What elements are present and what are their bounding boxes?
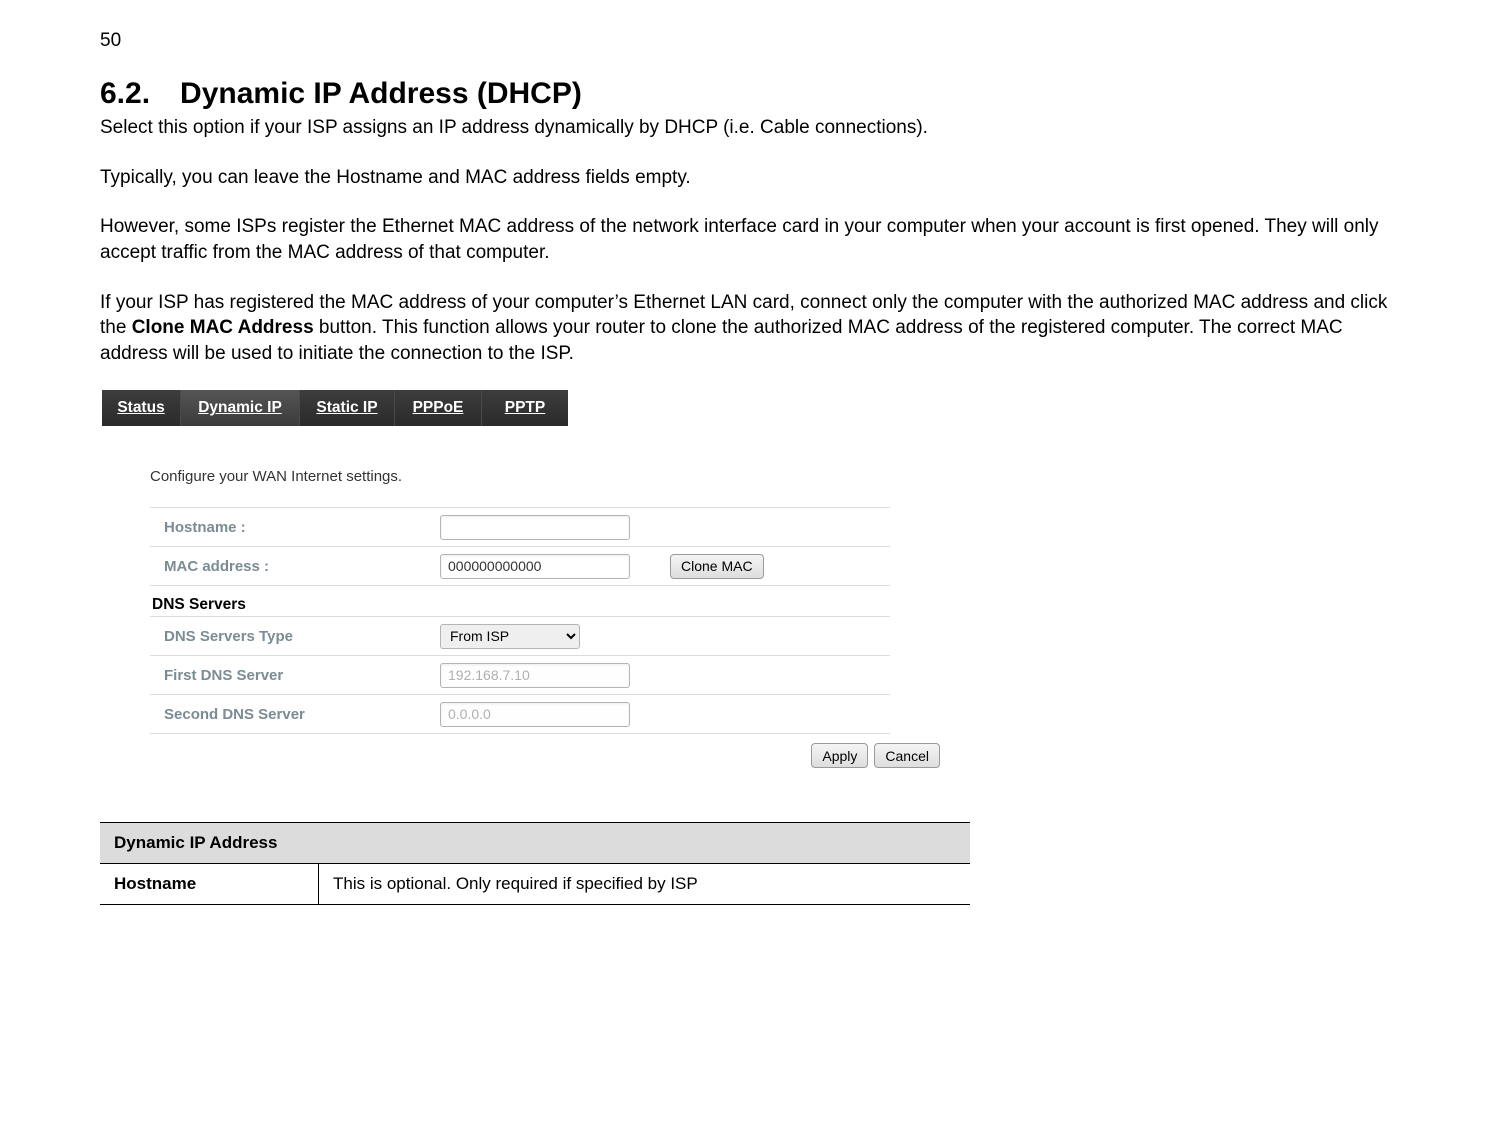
clone-mac-button[interactable]: Clone MAC: [670, 554, 764, 579]
table-header-row: Dynamic IP Address: [100, 823, 970, 864]
tab-static-ip[interactable]: Static IP: [300, 390, 395, 426]
tab-dynamic-ip[interactable]: Dynamic IP: [181, 390, 300, 426]
para-3: However, some ISPs register the Ethernet…: [100, 214, 1407, 265]
hostname-label: Hostname :: [150, 519, 440, 536]
wan-settings-panel: Configure your WAN Internet settings. Ho…: [150, 468, 890, 768]
row-dns1: First DNS Server: [150, 655, 890, 695]
mac-input[interactable]: [440, 554, 630, 579]
apply-button[interactable]: Apply: [811, 743, 868, 768]
table-row-text: This is optional. Only required if speci…: [319, 864, 971, 905]
row-dns2: Second DNS Server: [150, 694, 890, 734]
cancel-button[interactable]: Cancel: [874, 743, 940, 768]
dns-type-label: DNS Servers Type: [150, 628, 440, 645]
dns-section-label: DNS Servers: [150, 596, 440, 614]
doc-table: Dynamic IP Address Hostname This is opti…: [100, 822, 970, 905]
para-2: Typically, you can leave the Hostname an…: [100, 165, 1407, 191]
row-hostname: Hostname :: [150, 507, 890, 547]
row-mac: MAC address : Clone MAC: [150, 546, 890, 586]
dns1-label: First DNS Server: [150, 667, 440, 684]
heading-title: Dynamic IP Address (DHCP): [180, 77, 582, 111]
tab-pppoe[interactable]: PPPoE: [395, 390, 482, 426]
dns2-input: [440, 702, 630, 727]
dns1-input: [440, 663, 630, 688]
heading-number: 6.2.: [100, 77, 150, 111]
para4-bold: Clone MAC Address: [132, 317, 314, 338]
dns-type-select[interactable]: From ISP: [440, 624, 580, 649]
panel-description: Configure your WAN Internet settings.: [150, 468, 890, 485]
table-row-label: Hostname: [100, 864, 319, 905]
row-dns-section: DNS Servers: [150, 585, 890, 617]
page-number: 50: [100, 30, 1407, 52]
para-1: Select this option if your ISP assigns a…: [100, 115, 1407, 141]
tab-status[interactable]: Status: [102, 390, 181, 426]
wan-tabs: Status Dynamic IP Static IP PPPoE PPTP: [102, 390, 1407, 426]
hostname-input[interactable]: [440, 515, 630, 540]
section-heading: 6.2. Dynamic IP Address (DHCP): [100, 77, 1407, 111]
table-row: Hostname This is optional. Only required…: [100, 864, 970, 905]
mac-label: MAC address :: [150, 558, 440, 575]
table-header: Dynamic IP Address: [100, 823, 970, 864]
row-dns-type: DNS Servers Type From ISP: [150, 616, 890, 656]
tab-pptp[interactable]: PPTP: [482, 390, 568, 426]
action-row: Apply Cancel: [150, 743, 940, 768]
para-4: If your ISP has registered the MAC addre…: [100, 290, 1407, 367]
dns2-label: Second DNS Server: [150, 706, 440, 723]
